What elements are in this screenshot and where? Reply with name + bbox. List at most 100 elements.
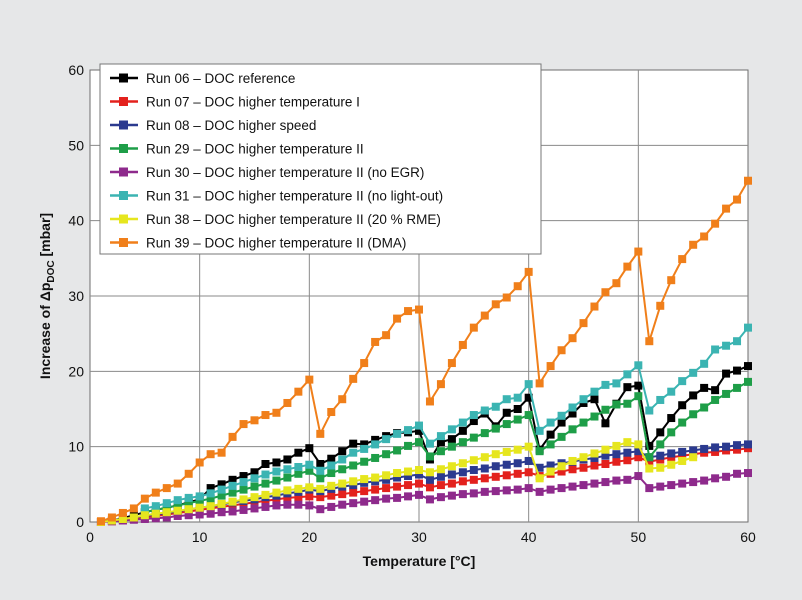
y-axis-ticks: 0 10 20 30 40 50 60 xyxy=(68,62,84,530)
data-point xyxy=(140,494,149,503)
data-point xyxy=(206,502,215,511)
data-point xyxy=(415,479,423,488)
data-point xyxy=(382,475,391,484)
data-point xyxy=(206,450,215,459)
data-point xyxy=(415,426,423,435)
data-point xyxy=(700,232,709,241)
data-point xyxy=(272,488,281,497)
data-point xyxy=(722,341,731,350)
data-point xyxy=(415,466,423,475)
data-point xyxy=(349,488,358,497)
data-point xyxy=(535,487,544,496)
data-point xyxy=(371,337,380,346)
data-point xyxy=(579,463,588,472)
data-point xyxy=(469,411,478,420)
x-axis-title: Temperature [°C] xyxy=(363,553,476,569)
data-point xyxy=(338,465,347,474)
data-point xyxy=(338,500,347,509)
data-point xyxy=(425,495,434,504)
data-point xyxy=(700,359,709,368)
data-point xyxy=(425,468,434,477)
legend-swatch-marker xyxy=(119,120,128,130)
data-point xyxy=(261,490,270,499)
data-point xyxy=(184,499,193,508)
data-point xyxy=(360,457,369,466)
series xyxy=(96,176,752,526)
data-point xyxy=(404,426,413,435)
data-point xyxy=(447,425,456,434)
data-point xyxy=(645,337,654,346)
data-point xyxy=(458,340,467,349)
data-point xyxy=(360,444,369,453)
data-point xyxy=(228,497,237,506)
data-point xyxy=(469,417,478,426)
legend-entry: Run 08 – DOC higher speed xyxy=(110,118,316,133)
data-point xyxy=(447,462,456,471)
data-point xyxy=(404,307,413,316)
data-point xyxy=(425,452,434,461)
data-point xyxy=(283,486,292,495)
data-point xyxy=(447,491,456,500)
data-point xyxy=(195,458,204,467)
data-point xyxy=(294,484,303,493)
data-point xyxy=(316,493,325,502)
data-point xyxy=(711,443,720,452)
data-point xyxy=(404,492,413,501)
data-point xyxy=(151,509,160,518)
data-point xyxy=(568,403,577,412)
data-point xyxy=(634,472,643,481)
data-point xyxy=(162,484,171,493)
data-point xyxy=(623,448,632,457)
data-point xyxy=(316,429,325,438)
data-point xyxy=(579,418,588,427)
data-point xyxy=(447,359,456,368)
data-point xyxy=(744,362,752,371)
data-point xyxy=(239,472,248,481)
data-point xyxy=(217,480,226,489)
data-point xyxy=(623,456,632,465)
data-point xyxy=(458,418,467,427)
data-point xyxy=(700,444,709,453)
data-point xyxy=(645,406,654,415)
legend-entry: Run 29 – DOC higher temperature II xyxy=(110,142,364,157)
data-point xyxy=(162,499,171,508)
data-point xyxy=(360,359,369,368)
data-point xyxy=(557,484,566,493)
data-point xyxy=(513,459,522,468)
data-point xyxy=(656,440,665,449)
data-point xyxy=(612,279,621,288)
data-point xyxy=(568,456,577,465)
data-point xyxy=(327,408,336,417)
data-point xyxy=(711,219,720,228)
data-point xyxy=(425,439,434,448)
data-point xyxy=(272,458,281,467)
data-point xyxy=(217,508,226,517)
data-point xyxy=(436,493,445,502)
data-point xyxy=(327,461,336,470)
legend-swatch-marker xyxy=(119,73,128,83)
data-point xyxy=(272,501,281,510)
data-point xyxy=(568,465,577,474)
data-point xyxy=(722,472,731,481)
data-point xyxy=(261,502,270,511)
data-point xyxy=(502,408,511,417)
data-point xyxy=(667,481,676,490)
data-point xyxy=(579,395,588,404)
data-point xyxy=(404,481,413,490)
data-point xyxy=(195,503,204,512)
data-point xyxy=(305,492,314,501)
data-point xyxy=(316,466,325,475)
data-point xyxy=(700,476,709,485)
data-point xyxy=(744,440,752,449)
y-axis-title-subscript: DOC xyxy=(46,260,57,282)
data-point xyxy=(733,337,742,346)
y-tick-label: 0 xyxy=(76,514,84,530)
data-point xyxy=(678,255,687,264)
data-point xyxy=(623,370,632,379)
data-point xyxy=(513,469,522,478)
data-point xyxy=(371,485,380,494)
data-point xyxy=(491,450,500,459)
x-tick-label: 10 xyxy=(192,529,208,545)
data-point xyxy=(173,496,182,505)
data-point xyxy=(579,319,588,328)
